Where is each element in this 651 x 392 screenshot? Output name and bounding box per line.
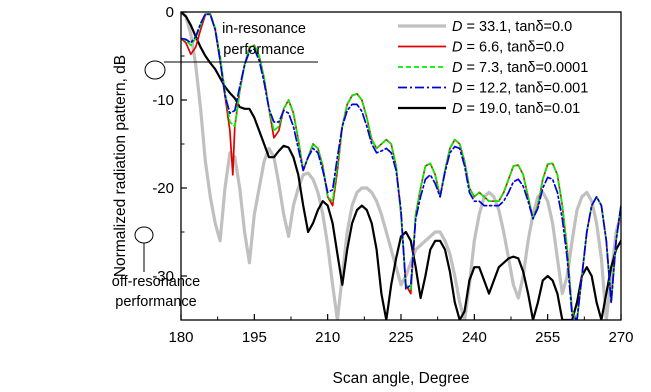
annotation-in-resonance: in-resonance performance — [144, 21, 318, 80]
off-resonance-label-line2: performance — [115, 294, 196, 310]
legend-label-4: D = 19.0, tanδ=0.01 — [452, 101, 580, 117]
off-resonance-marker — [134, 226, 154, 244]
off-resonance-label-line1: off-resonance — [112, 274, 200, 290]
y-tick-label--30: -30 — [152, 268, 174, 285]
y-tick-label--10: -10 — [152, 92, 174, 109]
x-tick-label-195: 195 — [242, 329, 267, 346]
series-group — [181, 12, 621, 320]
series-line-3 — [181, 12, 621, 320]
x-tick-label-270: 270 — [608, 329, 633, 346]
legend-label-2: D = 7.3, tanδ=0.0001 — [452, 60, 588, 76]
x-tick-label-255: 255 — [535, 329, 560, 346]
y-tick-label--20: -20 — [152, 180, 174, 197]
legend: D = 33.1, tanδ=0.0 D = 6.6, tanδ=0.0 D = 7… — [398, 19, 588, 117]
series-line-0 — [181, 12, 621, 320]
x-tick-label-240: 240 — [462, 329, 487, 346]
x-tick-label-210: 210 — [315, 329, 340, 346]
x-tick-label-225: 225 — [388, 329, 413, 346]
x-axis-title: Scan angle, Degree — [332, 370, 469, 387]
in-resonance-label-line2: performance — [223, 42, 304, 58]
in-resonance-marker — [144, 60, 166, 80]
in-resonance-label-line1: in-resonance — [222, 21, 306, 37]
legend-label-1: D = 6.6, tanδ=0.0 — [452, 40, 564, 56]
axis-ticks: 180 195 210 225 240 255 270 0 -10 -20 -30 — [152, 4, 633, 346]
y-tick-label-0: 0 — [166, 4, 174, 21]
series-line-4 — [181, 12, 621, 320]
legend-label-0: D = 33.1, tanδ=0.0 — [452, 19, 572, 35]
y-axis-title: Normalized radiation pattern, dB — [112, 55, 129, 277]
x-tick-label-180: 180 — [168, 329, 193, 346]
annotation-off-resonance: off-resonance performance — [112, 226, 200, 310]
legend-label-3: D = 12.2, tanδ=0.001 — [452, 81, 588, 97]
